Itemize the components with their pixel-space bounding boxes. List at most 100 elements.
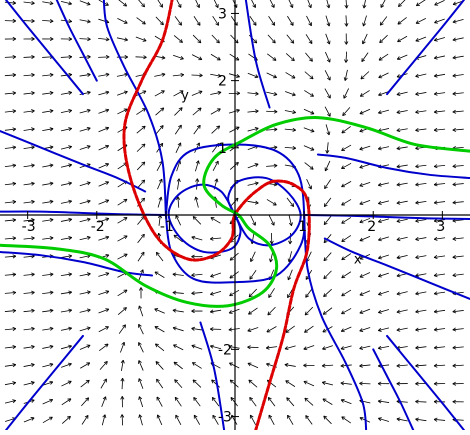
field-arrow (230, 54, 239, 60)
field-arrow (210, 237, 221, 240)
field-arrow (192, 327, 203, 330)
field-arrow (229, 109, 240, 113)
field-arrow (397, 219, 408, 222)
field-arrow (397, 382, 408, 385)
field-arrow (174, 108, 182, 116)
field-arrow (82, 415, 88, 424)
field-arrow (139, 378, 143, 388)
field-arrow (306, 16, 311, 26)
field-arrow (325, 107, 330, 117)
field-arrow (5, 345, 16, 348)
field-arrow (139, 287, 142, 298)
field-arrow (24, 291, 35, 294)
field-arrow (195, 0, 200, 8)
field-arrow (360, 109, 370, 114)
field-arrow (360, 328, 370, 332)
field-arrow (344, 52, 347, 63)
field-arrow (43, 417, 53, 423)
field-arrow (24, 273, 35, 276)
field-arrow (210, 327, 221, 330)
y-tick-label: -3 (218, 410, 232, 426)
field-arrow (380, 35, 388, 43)
field-arrow (101, 379, 107, 388)
field-arrow (360, 309, 370, 313)
field-arrow (120, 342, 124, 352)
field-arrow (306, 34, 312, 43)
field-arrow (155, 272, 164, 278)
field-arrow (341, 382, 352, 385)
field-arrow (453, 400, 464, 403)
field-arrow (231, 35, 239, 43)
field-arrow (43, 399, 53, 404)
x-tick-label: -3 (22, 219, 36, 235)
field-arrow (5, 182, 16, 185)
field-arrow (229, 363, 239, 368)
field-arrow (139, 415, 143, 426)
field-arrow (24, 55, 35, 58)
field-arrow (248, 164, 258, 168)
field-arrow (61, 236, 72, 239)
x-axis-label: x (354, 252, 362, 267)
field-arrow (117, 109, 127, 114)
field-arrow (453, 92, 464, 95)
field-arrow (117, 38, 128, 41)
field-arrow (305, 398, 313, 405)
field-arrow (247, 110, 258, 113)
field-arrow (98, 236, 108, 240)
field-arrow (416, 18, 426, 23)
field-arrow (210, 310, 221, 313)
field-arrow (5, 110, 16, 113)
field-arrow (434, 128, 445, 131)
field-arrow (138, 234, 145, 243)
field-arrow (360, 200, 370, 204)
field-arrow (250, 397, 257, 406)
field-arrow (137, 126, 145, 133)
field-arrow (453, 56, 464, 59)
field-arrow (80, 145, 90, 149)
field-arrow (360, 273, 370, 278)
field-arrow (173, 327, 184, 331)
field-arrow (80, 327, 91, 331)
field-arrow (326, 124, 330, 135)
field-arrow (156, 17, 164, 25)
field-arrow (121, 378, 124, 389)
field-arrow (99, 200, 109, 205)
field-arrow (177, 179, 180, 190)
field-arrow (5, 327, 16, 330)
field-arrow (305, 163, 314, 170)
field-arrow (378, 310, 389, 314)
field-arrow (61, 146, 72, 149)
field-arrow (24, 345, 35, 348)
field-arrow (343, 107, 350, 115)
field-arrow (416, 74, 427, 77)
field-arrow (434, 237, 445, 240)
field-arrow (175, 380, 182, 388)
field-arrow (434, 382, 445, 385)
trajectory-outer (318, 155, 470, 179)
field-arrow (5, 237, 16, 240)
field-arrow (247, 346, 258, 349)
field-arrow (211, 109, 221, 114)
field-arrow (210, 273, 220, 277)
field-arrow (5, 164, 16, 167)
field-arrow (250, 0, 255, 8)
field-arrow (98, 73, 109, 76)
field-arrow (80, 273, 91, 276)
field-arrow (397, 36, 407, 41)
field-arrow (210, 91, 221, 94)
field-arrow (192, 291, 203, 294)
field-arrow (193, 380, 201, 388)
field-arrow (251, 215, 256, 225)
field-arrow (269, 215, 274, 225)
field-arrow (416, 237, 427, 240)
field-arrow (266, 346, 277, 349)
field-arrow (5, 291, 16, 294)
field-arrow (266, 92, 277, 95)
field-arrow (398, 0, 406, 7)
field-arrow (269, 16, 275, 25)
field-arrow (342, 417, 351, 423)
field-arrow (285, 146, 296, 149)
field-arrow (98, 19, 108, 23)
field-arrow (175, 125, 181, 134)
field-arrow (326, 0, 330, 8)
